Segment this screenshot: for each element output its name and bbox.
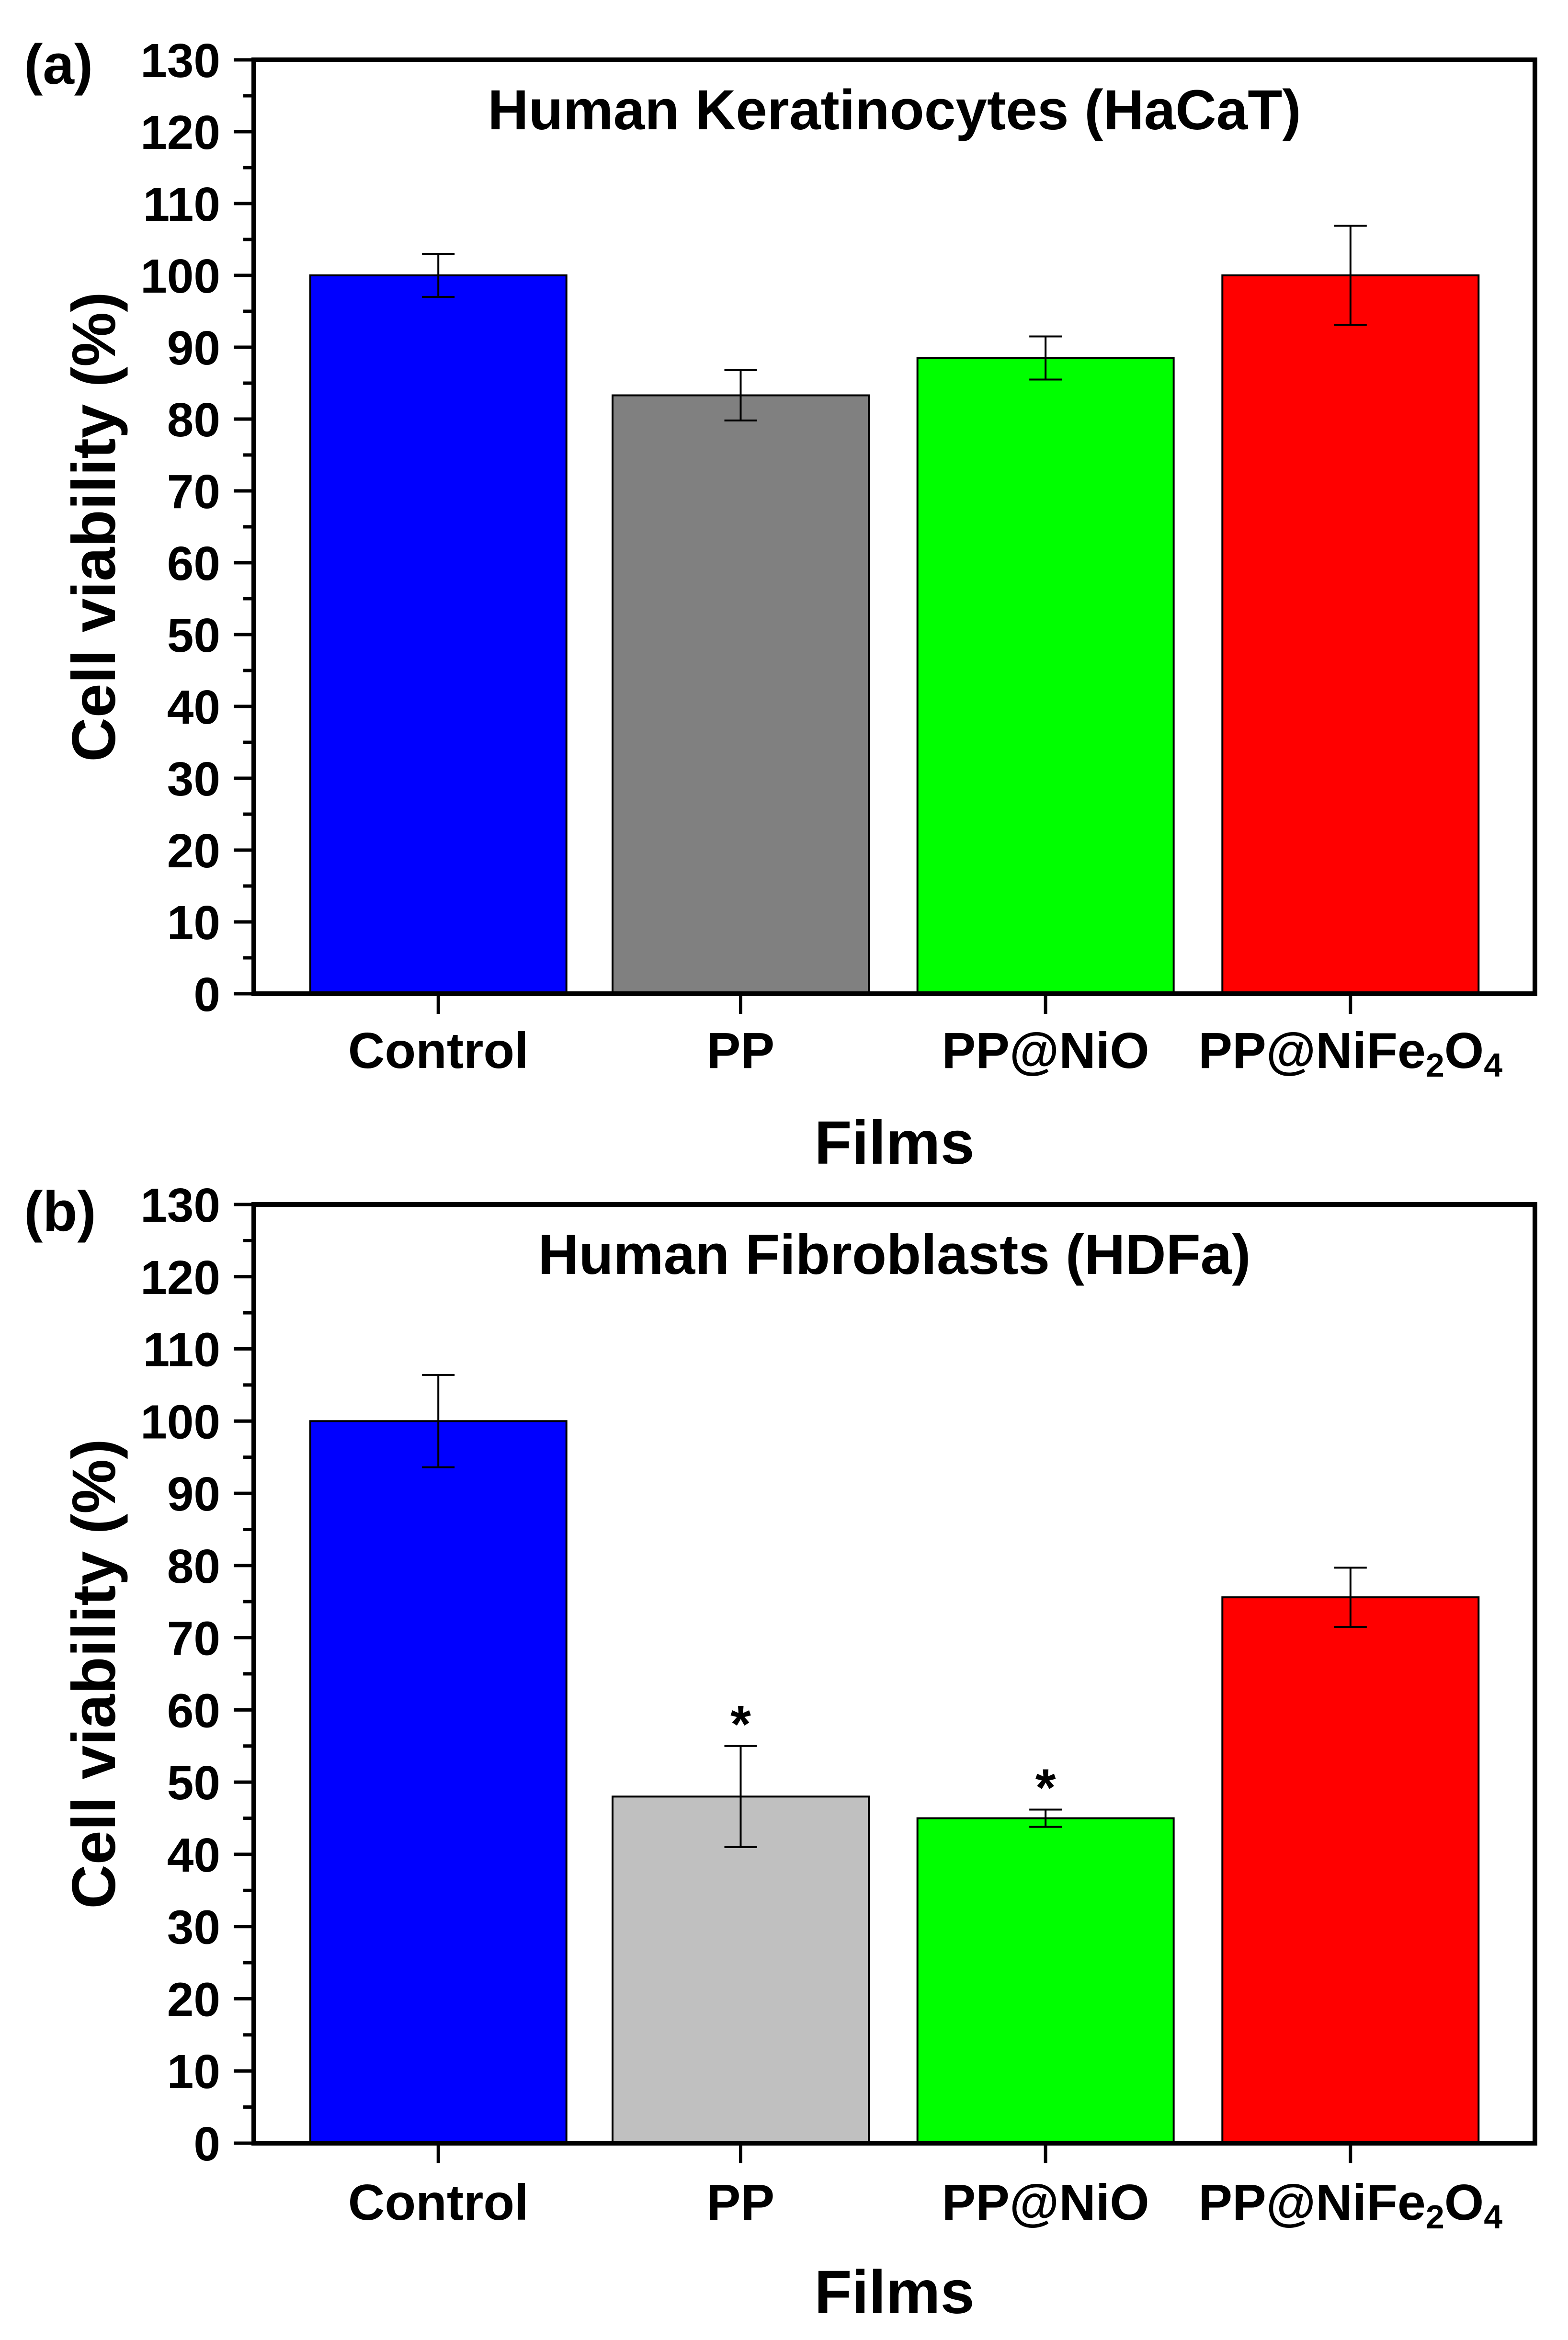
- panel-b-label: (b): [24, 1180, 96, 1243]
- panel-a-y-tick-label-50: 50: [167, 609, 220, 662]
- panel-a-x-tick-label-1: Control: [348, 1022, 529, 1079]
- panel-a-y-tick-label-120: 120: [140, 106, 220, 159]
- panel-a-y-tick-label-80: 80: [167, 393, 220, 447]
- panel-b-y-tick-label-120: 120: [140, 1251, 220, 1305]
- panel-b-x-axis-label: Films: [814, 2258, 974, 2327]
- panel-b-y-tick-label-40: 40: [167, 1829, 220, 1882]
- panel-b-y-tick-label-110: 110: [143, 1323, 220, 1377]
- panel-b-y-axis-label: Cell viability (%): [60, 1439, 128, 1909]
- panel-b-bar-1: [309, 1420, 568, 2144]
- panel-a-y-tick-label-10: 10: [167, 896, 220, 950]
- panel-a-label: (a): [24, 33, 93, 96]
- panel-a-y-tick-label-100: 100: [140, 250, 220, 303]
- panel-b-significance-marker-2: *: [730, 1695, 751, 1754]
- panel-b-y-tick-label-10: 10: [167, 2045, 220, 2099]
- panel-a-y-tick-label-90: 90: [167, 321, 220, 375]
- panel-a-y-axis-label: Cell viability (%): [60, 292, 128, 762]
- panel-b-y-tick-label-60: 60: [167, 1684, 220, 1738]
- panel-b-significance-marker-3: *: [1035, 1758, 1056, 1817]
- panel-a-y-tick-label-110: 110: [143, 178, 220, 231]
- panel-a-x-tick-label-4: PP@NiFe2O4: [1198, 1022, 1502, 1084]
- panel-a-y-tick-label-20: 20: [167, 824, 220, 878]
- panel-b-bar-2: [612, 1795, 870, 2144]
- panel-b-y-tick-label-90: 90: [167, 1467, 220, 1521]
- panel-b-x-tick-label-4: PP@NiFe2O4: [1198, 2174, 1502, 2236]
- panel-a-bar-3: [916, 357, 1175, 995]
- panel-a-bar-1: [309, 274, 568, 995]
- panel-a-y-tick-label-130: 130: [140, 34, 220, 88]
- panel-b-y-tick-label-50: 50: [167, 1756, 220, 1810]
- panel-b-y-tick-label-100: 100: [140, 1395, 220, 1449]
- panel-b-y-tick-label-0: 0: [193, 2117, 220, 2171]
- panel-b-y-tick-label-30: 30: [167, 1901, 220, 1954]
- panel-a-x-axis-label: Films: [814, 1109, 974, 1177]
- panel-b-x-tick-label-1: Control: [348, 2174, 529, 2231]
- panel-b-x-tick-label-2: PP: [707, 2174, 774, 2231]
- panel-b-y-tick-label-130: 130: [140, 1179, 220, 1232]
- panel-b-y-tick-label-70: 70: [167, 1612, 220, 1666]
- panel-b-y-tick-label-80: 80: [167, 1540, 220, 1593]
- panel-a-bar-2: [612, 394, 870, 995]
- panel-a-title: Human Keratinocytes (HaCaT): [488, 79, 1301, 142]
- panel-a-y-tick-label-60: 60: [167, 537, 220, 591]
- panel-b-title: Human Fibroblasts (HDFa): [538, 1223, 1250, 1286]
- panel-a-y-tick-label-0: 0: [193, 968, 220, 1022]
- panel-b-bar-3: [916, 1817, 1175, 2145]
- panel-b-x-tick-label-3: PP@NiO: [942, 2174, 1149, 2231]
- panel-a-y-tick-label-70: 70: [167, 465, 220, 519]
- panel-a-x-tick-label-2: PP: [707, 1022, 774, 1079]
- panel-a-x-tick-label-3: PP@NiO: [942, 1022, 1149, 1079]
- panel-a-bar-4: [1221, 274, 1480, 995]
- panel-a-y-tick-label-40: 40: [167, 681, 220, 734]
- panel-b-y-tick-label-20: 20: [167, 1973, 220, 2026]
- panel-b-bar-4: [1221, 1596, 1480, 2144]
- panel-a-y-tick-label-30: 30: [167, 752, 220, 806]
